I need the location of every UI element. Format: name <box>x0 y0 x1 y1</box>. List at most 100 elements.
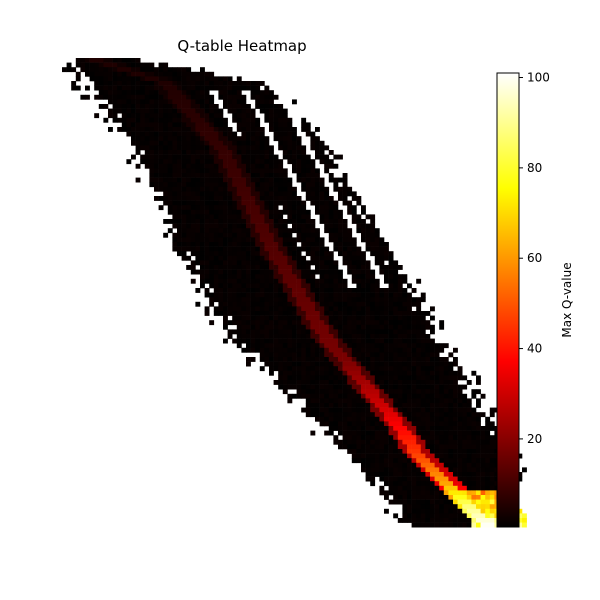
heatmap-cell <box>186 81 192 86</box>
heatmap-cell <box>476 508 481 514</box>
heatmap-cell <box>269 177 274 183</box>
heatmap-cell <box>149 131 155 137</box>
heatmap-cell <box>476 476 481 482</box>
heatmap-cell <box>315 301 320 307</box>
heatmap-cell <box>310 196 316 201</box>
heatmap-cell <box>140 154 146 160</box>
heatmap-cell <box>310 186 316 192</box>
heatmap-cell <box>223 122 228 128</box>
heatmap-cell <box>319 375 325 381</box>
heatmap-cell <box>384 370 389 376</box>
heatmap-cell <box>135 113 141 119</box>
heatmap-cell <box>425 426 431 431</box>
heatmap-cell <box>85 58 90 63</box>
heatmap-cell <box>416 278 422 284</box>
heatmap-cell <box>388 338 394 344</box>
heatmap-cell <box>522 467 527 473</box>
heatmap-cell <box>407 375 412 381</box>
heatmap-cell <box>365 292 371 298</box>
heatmap-cell <box>282 182 288 188</box>
heatmap-cell <box>181 237 187 243</box>
heatmap-cell <box>213 214 219 220</box>
heatmap-cell <box>342 334 348 339</box>
heatmap-cell <box>333 352 339 358</box>
heatmap-cell <box>305 131 311 137</box>
heatmap-cell <box>420 495 426 500</box>
heatmap-cell <box>374 370 380 376</box>
heatmap-cell <box>282 140 288 146</box>
heatmap-cell <box>361 209 366 215</box>
heatmap-cell <box>140 136 146 142</box>
heatmap-cell <box>388 467 394 473</box>
heatmap-cell <box>338 301 343 307</box>
heatmap-cell <box>167 150 173 155</box>
heatmap-cell <box>324 380 330 385</box>
heatmap-cell <box>163 182 169 188</box>
heatmap-cell <box>278 136 284 142</box>
heatmap-cell <box>315 242 320 247</box>
heatmap-cell <box>195 117 201 123</box>
heatmap-cell <box>292 191 297 197</box>
heatmap-cell <box>388 260 394 266</box>
heatmap-cell <box>195 251 201 257</box>
heatmap-cell <box>370 467 376 473</box>
heatmap-cell <box>374 421 380 427</box>
heatmap-cell <box>476 481 481 487</box>
heatmap-cell <box>333 375 339 381</box>
heatmap-cell <box>269 329 274 335</box>
heatmap-cell <box>338 223 343 229</box>
heatmap-cell <box>402 449 408 454</box>
heatmap-cell <box>328 265 334 270</box>
heatmap-cell <box>273 163 279 169</box>
heatmap-cell <box>167 94 173 100</box>
heatmap-cell <box>384 269 389 275</box>
heatmap-cell <box>181 117 187 123</box>
heatmap-cell <box>333 384 339 390</box>
heatmap-cell <box>278 242 284 247</box>
heatmap-cell <box>213 127 219 132</box>
heatmap-cell <box>365 214 371 220</box>
heatmap-cell <box>186 104 192 109</box>
heatmap-cell <box>453 430 458 436</box>
heatmap-cell <box>218 168 224 174</box>
heatmap-cell <box>264 150 270 155</box>
heatmap-cell <box>144 163 150 169</box>
heatmap-cell <box>305 412 311 418</box>
heatmap-cell <box>292 288 297 293</box>
heatmap-cell <box>282 320 288 326</box>
heatmap-cell <box>227 81 233 86</box>
heatmap-cell <box>172 136 178 142</box>
heatmap-cell <box>434 357 440 362</box>
heatmap-cell <box>255 196 261 201</box>
heatmap-cell <box>393 403 399 408</box>
heatmap-cell <box>384 352 389 358</box>
heatmap-cell <box>190 94 196 100</box>
heatmap-cell <box>351 214 357 220</box>
heatmap-cell <box>89 67 95 73</box>
heatmap-cell <box>393 435 399 441</box>
heatmap-cell <box>411 458 417 464</box>
heatmap-cell <box>117 104 123 109</box>
heatmap-cell <box>181 90 187 96</box>
heatmap-cell <box>388 380 394 385</box>
heatmap-cell <box>310 389 316 395</box>
heatmap-cell <box>144 85 150 91</box>
heatmap-cell <box>278 228 284 234</box>
heatmap-cell <box>361 269 366 275</box>
heatmap-cell <box>328 237 334 243</box>
heatmap-cell <box>181 196 187 201</box>
heatmap-cell <box>434 426 440 431</box>
heatmap-cell <box>448 513 454 519</box>
heatmap-cell <box>448 389 454 395</box>
heatmap-cell <box>154 150 159 155</box>
heatmap-cell <box>246 269 251 275</box>
heatmap-cell <box>273 214 279 220</box>
heatmap-cell <box>333 407 339 413</box>
heatmap-cell <box>416 439 422 445</box>
heatmap-cell <box>172 71 178 77</box>
heatmap-cell <box>209 127 215 132</box>
heatmap-cell <box>250 357 256 362</box>
heatmap-cell <box>103 104 109 109</box>
heatmap-cell <box>250 168 256 174</box>
heatmap-cell <box>370 481 376 487</box>
